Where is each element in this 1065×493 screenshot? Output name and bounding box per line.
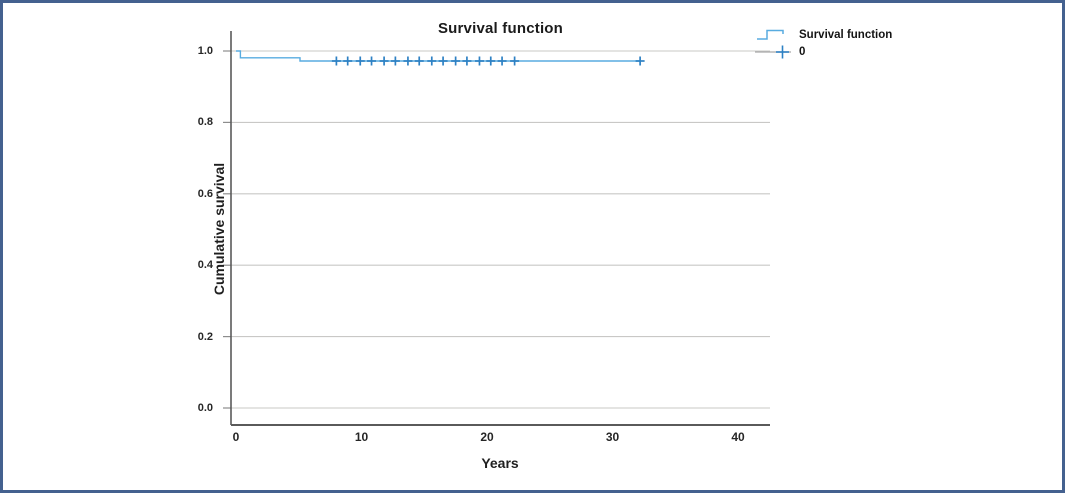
x-tick-label: 10	[354, 430, 369, 444]
y-tick-label: 1.0	[197, 45, 213, 57]
y-tick-label: 0.8	[197, 116, 213, 129]
y-tick-label: 0.2	[197, 330, 213, 343]
x-axis-title: Years	[481, 455, 519, 471]
legend-entry-survival-function: Survival function	[755, 26, 892, 43]
y-tick-label: 0.4	[197, 259, 213, 272]
km-plot-canvas	[223, 31, 770, 426]
x-tick-label: 0	[232, 430, 240, 444]
x-tick-label: 30	[605, 430, 620, 444]
x-tick-label: 20	[480, 430, 494, 444]
legend-label: Survival function	[799, 28, 893, 41]
legend-entry-censored: 0	[755, 43, 892, 60]
legend-label: 0	[799, 45, 806, 58]
y-tick-label: 0.6	[197, 187, 213, 200]
censor-icon	[755, 45, 791, 59]
x-tick-label: 40	[731, 430, 745, 444]
step-line-icon	[757, 29, 784, 40]
y-tick-label: 0.0	[197, 402, 213, 414]
chart-title: Survival function	[437, 20, 564, 37]
legend: Survival function 0	[755, 26, 892, 60]
y-axis-title: Cumulative survival	[211, 162, 227, 296]
